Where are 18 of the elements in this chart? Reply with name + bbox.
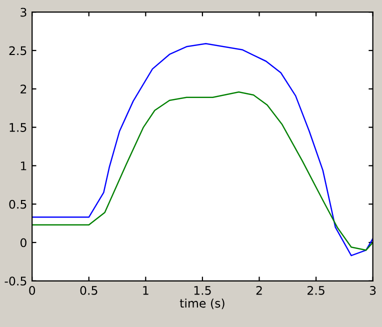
y-tick-label: 0: [20, 238, 26, 248]
x-tick-label: 2: [256, 286, 262, 295]
x-tick-label: 0.5: [80, 286, 98, 295]
y-tick-label: 2: [20, 84, 26, 94]
x-tick-label: 1.5: [194, 286, 211, 295]
y-tick-label: -0.5: [4, 276, 26, 286]
y-tick-label: 2.5: [9, 46, 26, 56]
y-tick-label: 1: [21, 162, 26, 170]
x-tick-label: 0: [29, 286, 36, 295]
x-axis-title: time (s): [180, 298, 224, 310]
x-tick-label: 2.5: [308, 286, 324, 295]
x-tick-label: 3: [370, 286, 376, 295]
y-tick-label: 1.5: [10, 123, 26, 132]
line-series: [32, 42, 373, 256]
y-tick-label: 0.5: [9, 200, 26, 209]
x-tick-label: 1: [143, 286, 148, 295]
line-series: [32, 91, 373, 251]
y-tick-label: 3: [20, 8, 26, 17]
